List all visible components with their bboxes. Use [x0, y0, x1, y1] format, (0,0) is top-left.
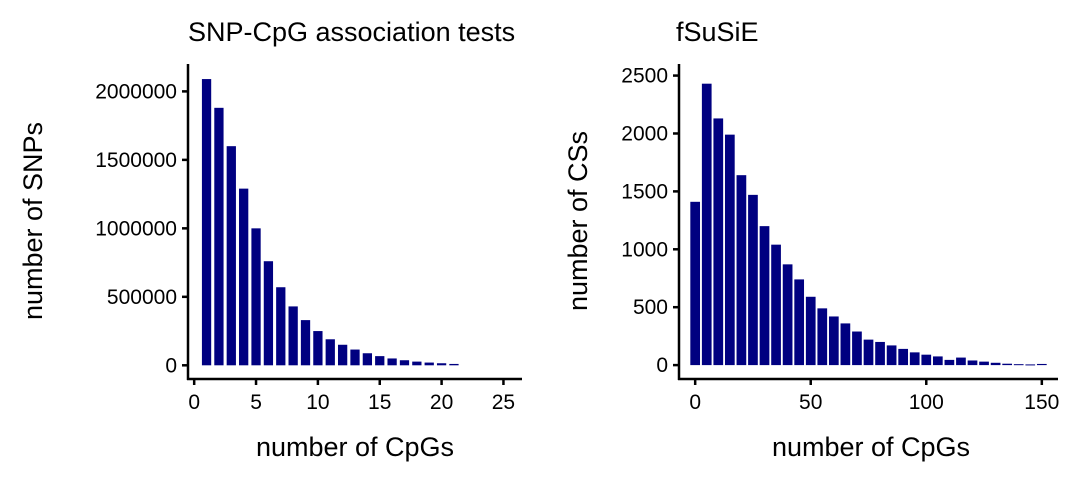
- bar: [239, 188, 249, 366]
- bar: [1036, 363, 1047, 366]
- bar: [852, 331, 862, 366]
- bar: [313, 331, 323, 366]
- bar: [226, 146, 236, 366]
- bar: [300, 320, 311, 366]
- y-tick-label: 500: [633, 296, 668, 319]
- bar: [817, 308, 828, 366]
- chart-title: SNP-CpG association tests: [188, 17, 515, 47]
- bar: [690, 201, 701, 366]
- bar: [736, 175, 747, 366]
- y-axis-title: number of SNPs: [18, 122, 48, 320]
- x-tick-label: 10: [306, 391, 329, 414]
- bar: [944, 359, 955, 366]
- bar: [288, 306, 298, 366]
- y-tick-label: 2000: [621, 122, 668, 145]
- bar: [375, 356, 385, 366]
- bar: [782, 264, 793, 366]
- bar: [805, 296, 816, 366]
- bar: [921, 354, 932, 366]
- bar: [794, 279, 805, 366]
- chart-fsusie: fSuSiE number of CSs number of CpGs 0500…: [563, 17, 1059, 462]
- bar: [886, 345, 897, 366]
- bar: [956, 357, 966, 366]
- bar: [276, 287, 286, 366]
- bar: [214, 107, 224, 366]
- bar: [875, 341, 885, 366]
- bar: [909, 352, 920, 366]
- bar: [828, 316, 839, 366]
- bar: [350, 349, 360, 366]
- y-tick-label: 0: [656, 354, 668, 377]
- bar: [449, 363, 459, 366]
- y-tick-label: 1500: [621, 180, 668, 203]
- y-tick-label: 1000: [621, 238, 668, 261]
- x-tick-label: 25: [492, 391, 515, 414]
- bar: [251, 228, 261, 366]
- y-tick-label: 2000000: [95, 80, 177, 103]
- y-axis-title: number of CSs: [563, 131, 593, 311]
- y-tick-label: 0: [165, 354, 177, 377]
- x-tick-label: 0: [188, 391, 200, 414]
- bar: [362, 353, 373, 366]
- x-tick-label: 15: [368, 391, 391, 414]
- x-tick-label: 150: [1024, 391, 1059, 414]
- bar: [724, 134, 735, 366]
- bar: [759, 226, 770, 366]
- bar: [412, 361, 422, 366]
- bar: [201, 79, 212, 366]
- bar: [840, 323, 851, 366]
- bar: [325, 339, 335, 366]
- bar: [399, 360, 410, 366]
- bar: [932, 356, 943, 366]
- bar: [436, 363, 447, 366]
- bar: [424, 362, 434, 366]
- x-tick-label: 50: [799, 391, 822, 414]
- y-tick-label: 1500000: [95, 149, 177, 172]
- bar: [898, 348, 909, 366]
- bar: [748, 194, 758, 366]
- bar: [1013, 364, 1024, 366]
- x-axis-title: number of CpGs: [256, 432, 454, 462]
- bar: [713, 118, 724, 366]
- y-tick-label: 2500: [621, 65, 668, 88]
- y-tick-label: 1000000: [95, 217, 177, 240]
- bar: [863, 339, 874, 366]
- bar: [990, 362, 1001, 366]
- bar: [967, 360, 978, 366]
- x-tick-label: 5: [250, 391, 262, 414]
- y-tick-label: 500000: [107, 286, 177, 309]
- bar: [771, 244, 781, 366]
- x-tick-label: 100: [909, 391, 944, 414]
- x-axis-title: number of CpGs: [772, 432, 970, 462]
- bar: [1025, 364, 1036, 366]
- bar: [337, 344, 348, 366]
- chart-snp-cpg: SNP-CpG association tests number of SNPs…: [18, 17, 522, 462]
- bar: [1002, 363, 1013, 366]
- bar: [263, 261, 274, 366]
- bar: [387, 358, 397, 366]
- bar: [979, 361, 989, 366]
- x-tick-label: 20: [430, 391, 453, 414]
- chart-title: fSuSiE: [676, 17, 759, 47]
- bar: [701, 83, 712, 366]
- x-tick-label: 0: [689, 391, 701, 414]
